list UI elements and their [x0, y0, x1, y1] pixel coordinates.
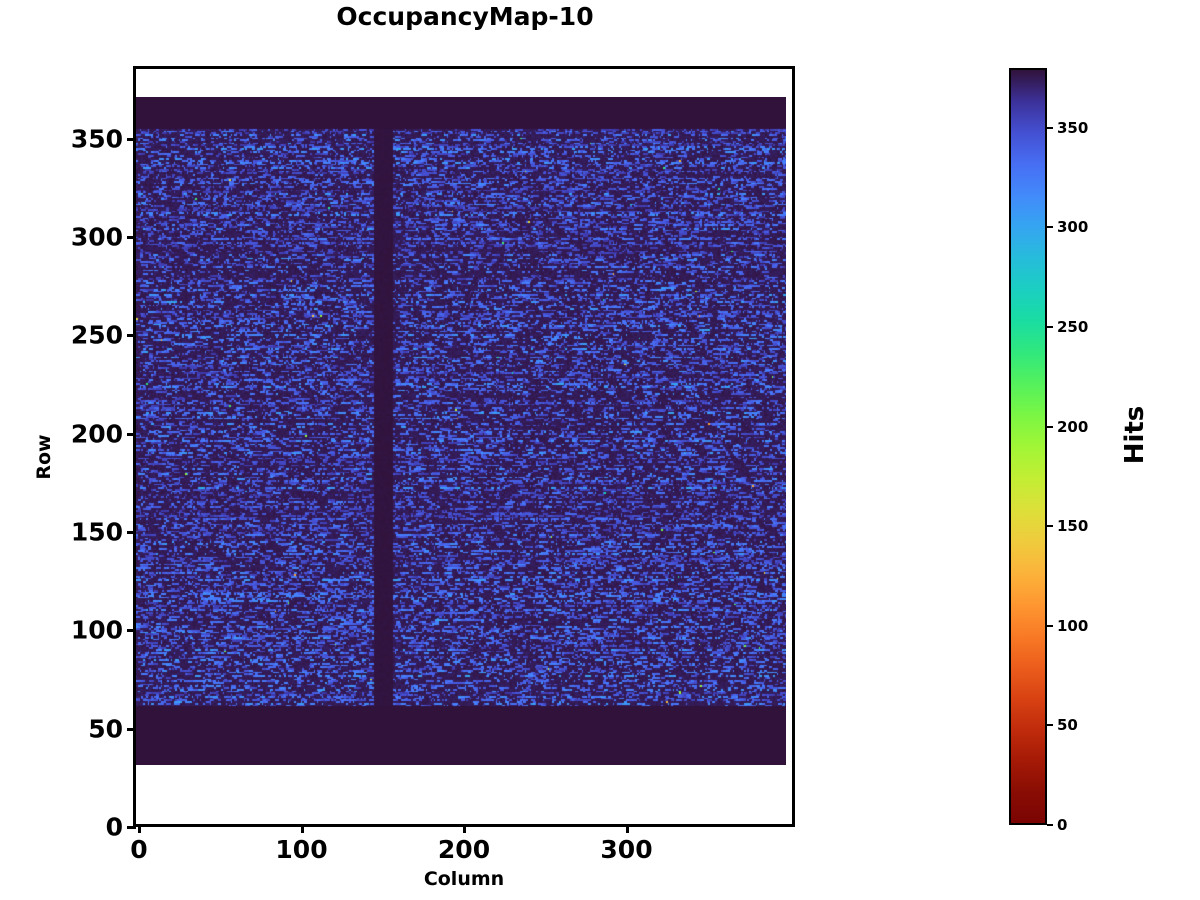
colorbar-tick-label: 50 — [1057, 716, 1078, 735]
colorbar-tick-mark — [1047, 325, 1053, 328]
y-tick-label: 0 — [105, 812, 123, 842]
y-tick-mark — [127, 629, 136, 633]
colorbar-tick-label: 100 — [1057, 616, 1089, 635]
y-tick-mark — [127, 334, 136, 338]
heatmap-canvas — [136, 97, 786, 765]
y-tick-label: 200 — [70, 419, 123, 449]
colorbar-tick-label: 200 — [1057, 417, 1089, 436]
y-tick-mark — [127, 531, 136, 535]
y-tick-label: 250 — [70, 320, 123, 350]
colorbar-tick-label: 0 — [1057, 816, 1068, 834]
x-tick-label: 0 — [130, 835, 148, 864]
x-tick-label: 100 — [275, 835, 328, 864]
x-tick-mark — [463, 824, 466, 833]
colorbar-gradient — [1009, 68, 1047, 825]
x-tick-label: 300 — [600, 835, 653, 864]
y-tick-label: 150 — [70, 517, 123, 547]
colorbar-tick-label: 300 — [1057, 218, 1089, 237]
y-tick-label: 300 — [70, 222, 123, 252]
y-tick-mark — [127, 826, 136, 829]
colorbar-tick-mark — [1047, 226, 1053, 229]
x-axis-label: Column — [423, 868, 505, 890]
y-tick-label: 100 — [70, 615, 123, 645]
y-tick-mark — [127, 137, 136, 141]
colorbar-tick-label: 350 — [1057, 118, 1089, 137]
x-tick-label: 200 — [437, 835, 491, 864]
page-title: OccupancyMap-10 — [336, 2, 594, 31]
colorbar: 0 50 100 150 200 250 300 350 — [1009, 68, 1088, 834]
y-tick-label: 350 — [70, 124, 123, 154]
y-tick-label: 50 — [88, 714, 123, 744]
colorbar-label: Hits — [1120, 405, 1150, 465]
y-tick-mark — [127, 236, 136, 240]
heatmap-axes: 0 50 100 150 200 250 300 350 0 100 200 300 — [71, 66, 795, 864]
x-tick-mark — [300, 824, 304, 833]
colorbar-tick-mark — [1047, 624, 1053, 627]
colorbar-tick-mark — [1047, 126, 1053, 129]
occupancy-heatmap-image — [136, 97, 786, 765]
x-tick-mark — [138, 824, 141, 833]
y-tick-mark — [127, 727, 136, 731]
colorbar-tick-mark — [1047, 824, 1053, 826]
y-axis-label: Row — [33, 434, 55, 480]
colorbar-tick-label: 150 — [1057, 517, 1089, 536]
y-tick-mark — [127, 432, 136, 436]
colorbar-tick-mark — [1047, 425, 1053, 428]
colorbar-tick-mark — [1047, 724, 1053, 727]
colorbar-tick-mark — [1047, 525, 1053, 528]
colorbar-tick-label: 250 — [1057, 317, 1089, 336]
x-tick-mark — [625, 824, 629, 833]
